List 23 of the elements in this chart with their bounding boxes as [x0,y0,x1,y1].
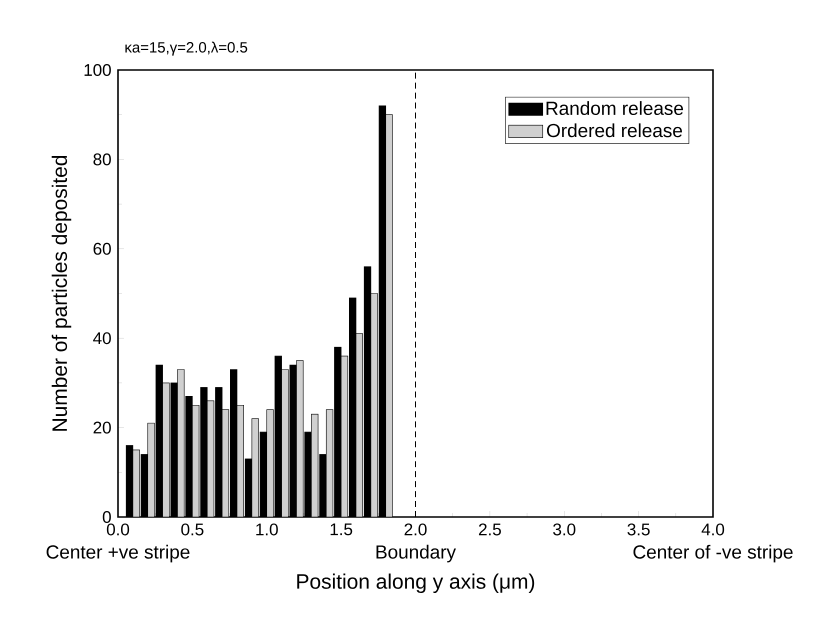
y-tick-label: 0 [102,511,111,524]
x-tick-label: 0.5 [181,523,204,536]
text: Boundary [376,544,456,562]
y-axis-title: Number of particles deposited [52,156,72,431]
x-axis-title: Position along y axis (μm) [297,574,534,594]
chart-title: κa=15,γ=2.0,λ=0.5 [125,42,248,56]
x-tick-label: 3.0 [553,523,576,536]
legend-label: Random release [546,101,684,116]
y-tick-label: 20 [94,422,111,434]
y-tick-label: 60 [94,242,111,255]
x-tick-label: 1.5 [330,523,352,536]
x-tick-label: 3.5 [628,523,650,536]
text: Center +ve stripe [46,544,190,562]
x-tick-label: 1.0 [256,523,278,536]
text: Center of -ve stripe [633,544,793,562]
y-tick-label: 80 [93,153,111,166]
y-tick-label: 40 [93,332,111,344]
y-tick-label: 100 [84,64,111,76]
x-tick-label: 2.5 [478,523,501,536]
x-tick-label: 0.0 [106,523,130,536]
legend-label: Ordered release [546,123,682,138]
x-tick-label: 2.0 [404,523,427,536]
x-tick-label: 4.0 [702,523,724,536]
